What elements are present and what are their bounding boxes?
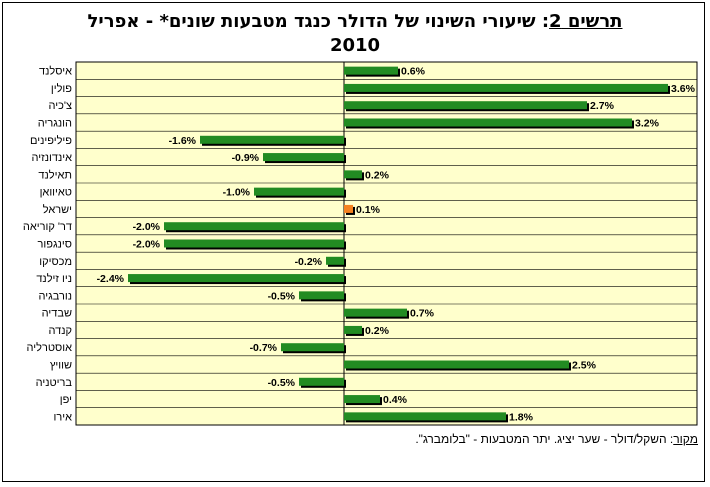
bar xyxy=(164,222,344,231)
category-label: ישראל xyxy=(43,203,72,216)
value-label: -0.5% xyxy=(268,377,296,389)
bar xyxy=(164,239,344,248)
bar xyxy=(299,291,344,300)
category-label: ניו זילנד xyxy=(36,272,72,285)
bar xyxy=(344,360,569,369)
bar xyxy=(344,395,380,404)
chart-title-text: : שיעורי השינוי של הדולר כנגד מטבעות שונ… xyxy=(87,11,550,56)
bar xyxy=(344,83,668,92)
category-label: פיליפינים xyxy=(30,134,72,147)
chart-title: תרשים 2: שיעורי השינוי של הדולר כנגד מטב… xyxy=(60,10,650,58)
chart-title-prefix: תרשים 2 xyxy=(549,11,623,32)
value-label: 2.5% xyxy=(572,360,597,372)
bar xyxy=(344,101,587,110)
value-label: 0.2% xyxy=(365,169,390,181)
value-label: 2.7% xyxy=(590,100,615,112)
category-label: קנדה xyxy=(48,325,72,337)
bar xyxy=(344,325,362,334)
value-label: -0.5% xyxy=(268,290,296,302)
value-label: 1.8% xyxy=(509,411,534,423)
category-label: נורבגיה xyxy=(38,290,72,302)
bar xyxy=(344,204,353,213)
source-text: : השקל/דולר - שער יציג. יתר המטבעות - "ב… xyxy=(415,432,674,446)
value-label: 3.2% xyxy=(635,118,660,130)
value-label: -0.7% xyxy=(250,342,278,354)
category-label: אירו xyxy=(54,411,73,423)
bar xyxy=(299,377,344,386)
category-label: טאיוואן xyxy=(40,187,72,199)
category-label: אינדונזיה xyxy=(32,152,73,164)
value-label: 0.7% xyxy=(410,308,435,320)
category-label: איסלנד xyxy=(39,65,72,78)
value-label: -2.0% xyxy=(133,239,161,251)
bar xyxy=(263,153,344,162)
value-label: 0.1% xyxy=(356,204,381,216)
value-label: 0.6% xyxy=(401,66,426,78)
value-label: -1.0% xyxy=(223,187,251,199)
bar xyxy=(128,274,344,283)
category-label: תאילנד xyxy=(38,168,72,181)
bar xyxy=(344,66,398,75)
value-label: -2.4% xyxy=(97,273,125,285)
bar xyxy=(344,170,362,179)
value-label: -2.0% xyxy=(133,221,161,233)
bar xyxy=(200,135,344,144)
category-label: פולין xyxy=(51,82,72,95)
category-label: בריטניה xyxy=(36,377,73,389)
value-label: -0.2% xyxy=(295,256,323,268)
source-label: מקור xyxy=(673,432,698,446)
category-label: דר' קוריאה xyxy=(23,221,72,233)
value-label: 0.2% xyxy=(365,325,390,337)
category-label: מכסיקו xyxy=(39,256,72,268)
bar xyxy=(281,343,344,352)
bar xyxy=(326,256,344,265)
category-label: אוסטרליה xyxy=(27,341,73,354)
bar xyxy=(254,187,344,196)
value-label: 3.6% xyxy=(671,83,696,95)
category-label: סינגפור xyxy=(38,239,72,251)
value-label: 0.4% xyxy=(383,394,408,406)
source-note: מקור: השקל/דולר - שער יציג. יתר המטבעות … xyxy=(300,432,698,446)
category-label: שוויץ xyxy=(50,360,72,372)
value-label: -0.9% xyxy=(232,152,260,164)
category-label: הונגריה xyxy=(38,118,72,130)
value-label: -1.6% xyxy=(169,135,197,147)
category-label: יפן xyxy=(60,394,72,406)
bar xyxy=(344,118,632,127)
bar xyxy=(344,308,407,317)
category-label: צ'כיה xyxy=(49,100,72,112)
category-label: שבדיה xyxy=(42,308,72,320)
bar xyxy=(344,412,506,421)
